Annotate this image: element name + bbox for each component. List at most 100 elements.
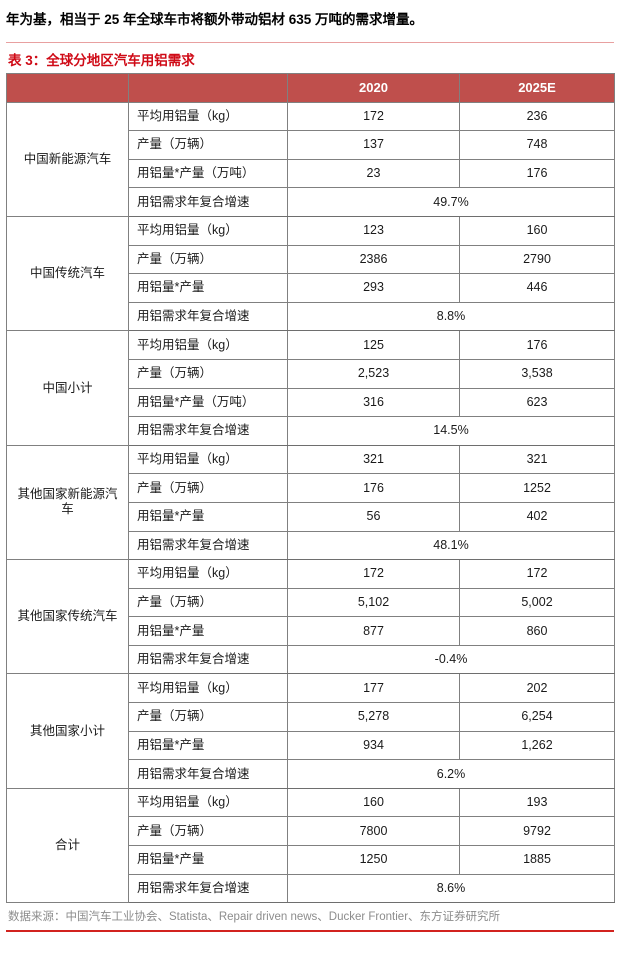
table-row: 产量（万辆） 176 1252 xyxy=(7,473,615,503)
group-label-cell: 中国小计 xyxy=(6,330,129,446)
table-row-cagr: 用铝需求年复合增速 6.2% xyxy=(7,759,615,789)
table-row: 用铝量*产量 1250 1885 xyxy=(7,845,615,875)
value-cell-2020: 123 xyxy=(287,215,460,246)
cagr-value-cell: 49.7% xyxy=(287,187,615,217)
table-row-cagr: 用铝需求年复合增速 48.1% xyxy=(7,530,615,561)
value-cell-2025e: 1,262 xyxy=(459,730,615,761)
table-row: 中国小计 平均用铝量（kg） 125 176 xyxy=(6,330,615,446)
value-cell-2020: 23 xyxy=(287,158,460,189)
value-cell-2020: 137 xyxy=(287,130,460,160)
cagr-label-cell: 用铝需求年复合增速 xyxy=(128,644,288,675)
value-cell-2020: 5,102 xyxy=(287,587,460,618)
cagr-value-cell: 48.1% xyxy=(287,530,615,561)
table-body: 中国新能源汽车 平均用铝量（kg） 172 236 产量（万辆） 137 748 用铝量*产量… xyxy=(6,101,615,904)
table-row: 产量（万辆） 137 748 xyxy=(7,130,615,160)
source-note: 数据来源：中国汽车工业协会、Statista、Repair driven new… xyxy=(8,911,501,923)
cagr-label-cell: 用铝需求年复合增速 xyxy=(128,187,288,217)
value-cell-2025e: 160 xyxy=(459,215,615,246)
metric-label-cell: 平均用铝量（kg） xyxy=(128,330,288,360)
value-cell-2025e: 6,254 xyxy=(459,702,615,732)
metric-label-cell: 产量（万辆） xyxy=(128,130,288,160)
table-container: 2020 2025E 中国新能源汽车 平均用铝量（kg） 172 236 产量（万辆） 1… xyxy=(6,73,615,904)
group-label-cell: 其他国家新能源汽车 xyxy=(6,444,129,561)
table-row: 中国新能源汽车 平均用铝量（kg） 172 236 xyxy=(6,101,615,217)
value-cell-2025e: 446 xyxy=(459,273,615,303)
cagr-label-cell: 用铝需求年复合增速 xyxy=(128,759,288,789)
metric-label-cell: 平均用铝量（kg） xyxy=(128,673,288,704)
value-cell-2020: 316 xyxy=(287,387,460,418)
table-row-cagr: 用铝需求年复合增速 49.7% xyxy=(7,187,615,217)
table-row: 用铝量*产量（万吨） 316 623 xyxy=(7,387,615,418)
value-cell-2025e: 321 xyxy=(459,444,615,475)
table-row: 用铝量*产量 934 1,262 xyxy=(7,730,615,761)
value-cell-2020: 2,523 xyxy=(287,358,460,389)
cagr-value-cell: 8.6% xyxy=(287,873,615,904)
value-cell-2025e: 176 xyxy=(459,158,615,189)
group-label-cell: 合计 xyxy=(6,787,129,904)
group-label-cell: 其他国家传统汽车 xyxy=(6,559,129,675)
cagr-value-cell: -0.4% xyxy=(287,644,615,675)
metric-label-cell: 平均用铝量（kg） xyxy=(128,215,288,246)
table-header: 2020 2025E xyxy=(6,73,615,103)
metric-label-cell: 产量（万辆） xyxy=(128,473,288,503)
table-row-cagr: 用铝需求年复合增速 8.8% xyxy=(7,301,615,332)
table-row-cagr: 用铝需求年复合增速 -0.4% xyxy=(7,644,615,675)
table-row: 产量（万辆） 2,523 3,538 xyxy=(7,358,615,389)
value-cell-2020: 877 xyxy=(287,616,460,646)
group-label-cell: 中国新能源汽车 xyxy=(6,101,129,217)
value-cell-2025e: 3,538 xyxy=(459,358,615,389)
cagr-value-cell: 8.8% xyxy=(287,301,615,332)
value-cell-2025e: 402 xyxy=(459,501,615,532)
value-cell-2025e: 1885 xyxy=(459,845,615,875)
value-cell-2025e: 748 xyxy=(459,130,615,160)
metric-label-cell: 平均用铝量（kg） xyxy=(128,444,288,475)
intro-paragraph: 年为基，相当于 25 年全球车市将额外带动铝材 635 万吨的需求增量。 xyxy=(6,12,424,27)
table-caption: 表 3：全球分地区汽车用铝需求 xyxy=(8,53,195,68)
cagr-value-cell: 14.5% xyxy=(287,416,615,446)
value-cell-2020: 160 xyxy=(287,787,460,818)
value-cell-2020: 172 xyxy=(287,101,460,132)
metric-label-cell: 产量（万辆） xyxy=(128,587,288,618)
group-label-cell: 其他国家小计 xyxy=(6,673,129,789)
metric-label-cell: 用铝量*产量 xyxy=(128,501,288,532)
table-row: 用铝量*产量 293 446 xyxy=(7,273,615,303)
value-cell-2020: 5,278 xyxy=(287,702,460,732)
value-cell-2020: 125 xyxy=(287,330,460,360)
value-cell-2025e: 172 xyxy=(459,559,615,589)
value-cell-2020: 934 xyxy=(287,730,460,761)
value-cell-2020: 172 xyxy=(287,559,460,589)
divider-bottom xyxy=(6,930,614,932)
value-cell-2020: 7800 xyxy=(287,816,460,847)
metric-label-cell: 产量（万辆） xyxy=(128,816,288,847)
metric-label-cell: 用铝量*产量（万吨） xyxy=(128,387,288,418)
metric-label-cell: 平均用铝量（kg） xyxy=(128,559,288,589)
value-cell-2025e: 193 xyxy=(459,787,615,818)
group-label-cell: 中国传统汽车 xyxy=(6,215,129,332)
aluminum-demand-table: 2020 2025E 中国新能源汽车 平均用铝量（kg） 172 236 产量（万辆） 1… xyxy=(6,73,615,904)
table-row: 中国传统汽车 平均用铝量（kg） 123 160 xyxy=(6,215,615,332)
metric-label-cell: 平均用铝量（kg） xyxy=(128,101,288,132)
value-cell-2025e: 2790 xyxy=(459,244,615,275)
value-cell-2020: 177 xyxy=(287,673,460,704)
header-col-2025e: 2025E xyxy=(459,73,615,103)
divider-above-caption xyxy=(6,42,614,43)
metric-label-cell: 产量（万辆） xyxy=(128,702,288,732)
value-cell-2025e: 5,002 xyxy=(459,587,615,618)
value-cell-2025e: 176 xyxy=(459,330,615,360)
cagr-label-cell: 用铝需求年复合增速 xyxy=(128,873,288,904)
value-cell-2025e: 623 xyxy=(459,387,615,418)
value-cell-2020: 2386 xyxy=(287,244,460,275)
value-cell-2025e: 860 xyxy=(459,616,615,646)
metric-label-cell: 用铝量*产量 xyxy=(128,273,288,303)
table-row: 用铝量*产量 56 402 xyxy=(7,501,615,532)
table-row: 其他国家传统汽车 平均用铝量（kg） 172 172 xyxy=(6,559,615,675)
cagr-label-cell: 用铝需求年复合增速 xyxy=(128,301,288,332)
metric-label-cell: 用铝量*产量 xyxy=(128,730,288,761)
header-col-2020: 2020 xyxy=(287,73,460,103)
table-row-cagr: 用铝需求年复合增速 14.5% xyxy=(7,416,615,446)
value-cell-2020: 293 xyxy=(287,273,460,303)
value-cell-2020: 56 xyxy=(287,501,460,532)
value-cell-2025e: 1252 xyxy=(459,473,615,503)
header-group-blank xyxy=(6,73,129,103)
